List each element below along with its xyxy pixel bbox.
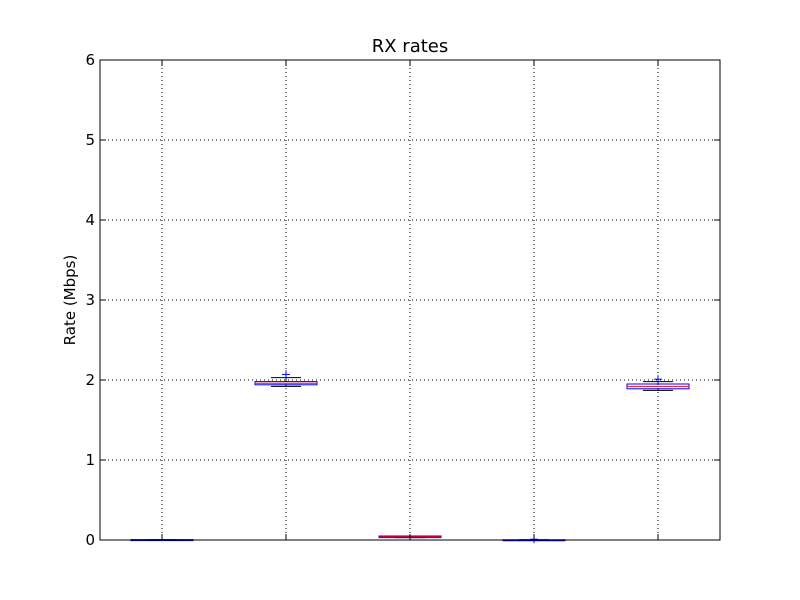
y-tick-label: 1 — [85, 451, 95, 469]
tick-layer: 0 1 2 3 4 5 6 — [85, 51, 720, 549]
y-tick-label: 4 — [85, 211, 95, 229]
box-5 — [626, 375, 690, 391]
y-tick-label: 2 — [85, 371, 95, 389]
y-tick-label: 3 — [85, 291, 95, 309]
box-2 — [254, 370, 318, 387]
chart-title: RX rates — [372, 36, 449, 57]
y-axis-label: Rate (Mbps) — [61, 255, 79, 346]
flier-point — [282, 370, 290, 379]
y-tick-label: 0 — [85, 531, 95, 549]
flier-point — [654, 375, 662, 384]
y-tick-label: 6 — [85, 51, 95, 69]
y-tick-label: 5 — [85, 131, 95, 149]
